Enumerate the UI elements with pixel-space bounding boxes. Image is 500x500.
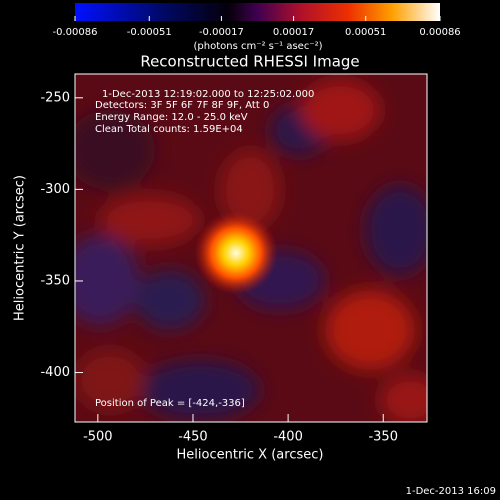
y-tick-label: -350 — [40, 273, 70, 288]
colorbar-tick-label: -0.00051 — [127, 27, 172, 38]
colorbar — [75, 3, 440, 21]
y-tick-label: -400 — [40, 365, 70, 380]
annotation: Clean Total counts: 1.59E+04 — [95, 124, 243, 135]
plot-frame — [74, 73, 428, 423]
annotation: 1-Dec-2013 12:19:02.000 to 12:25:02.000 — [102, 89, 314, 100]
colorbar-label: (photons cm⁻² s⁻¹ asec⁻²) — [193, 41, 322, 52]
x-tick-label: -350 — [368, 430, 398, 445]
colorbar-tick-label: 0.00017 — [273, 27, 314, 38]
x-axis-label: Heliocentric X (arcsec) — [177, 448, 324, 463]
timestamp: 1-Dec-2013 16:09 — [406, 486, 496, 497]
colorbar-tick-label: 0.00051 — [345, 27, 386, 38]
annotation: Energy Range: 12.0 - 25.0 keV — [95, 112, 248, 123]
chart-title: Reconstructed RHESSI Image — [140, 53, 359, 71]
peak-label: Position of Peak = [-424,-336] — [95, 398, 245, 409]
colorbar-tick-label: -0.00017 — [199, 27, 244, 38]
colorbar-tick-label: -0.00086 — [53, 27, 98, 38]
image — [75, 74, 427, 422]
y-tick-label: -250 — [40, 90, 70, 105]
y-tick-label: -300 — [40, 182, 70, 197]
x-tick-label: -450 — [178, 430, 208, 445]
annotation: Detectors: 3F 5F 6F 7F 8F 9F, Att 0 — [95, 100, 269, 111]
x-tick-label: -500 — [83, 430, 113, 445]
y-axis-label: Heliocentric Y (arcsec) — [13, 175, 28, 321]
colorbar-tick-label: 0.00086 — [419, 27, 460, 38]
x-tick-label: -400 — [273, 430, 303, 445]
